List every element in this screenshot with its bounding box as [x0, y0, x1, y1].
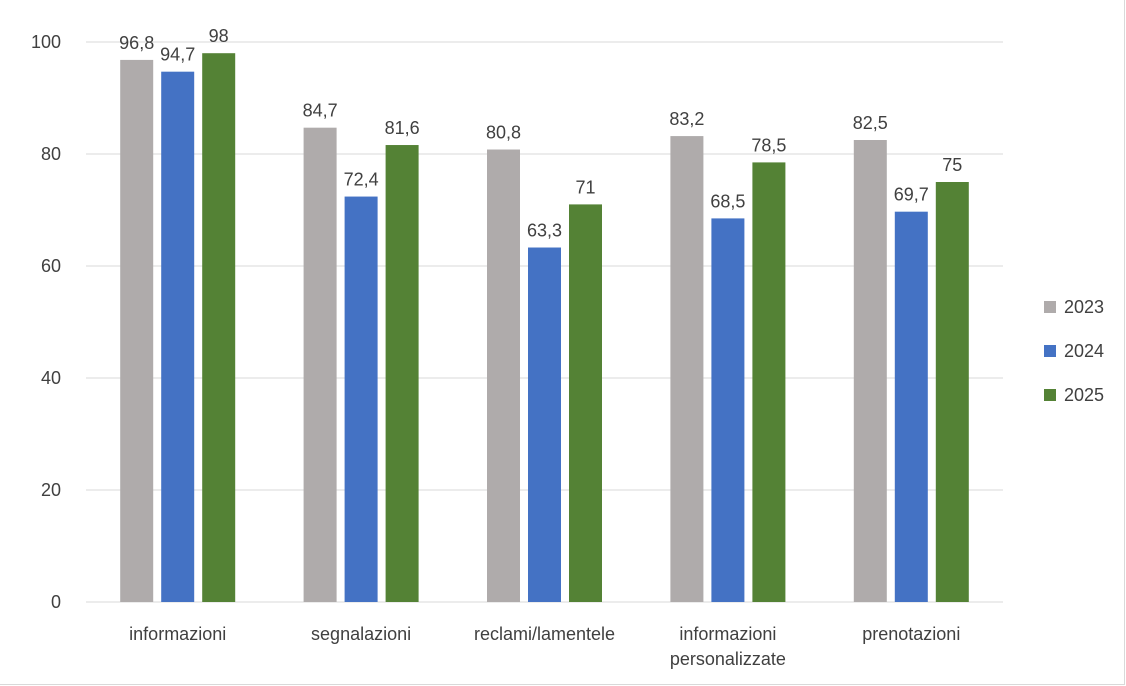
bar-2024-4: [894, 211, 928, 602]
bar-2025-4: [935, 182, 969, 602]
data-label-2025-1: 81,6: [385, 118, 420, 138]
x-category-label: personalizzate: [670, 649, 786, 669]
x-category-label: informazioni: [679, 624, 776, 644]
bar-2024-0: [161, 71, 195, 603]
bar-2023-4: [853, 140, 887, 602]
legend-swatch-2024: [1044, 345, 1056, 357]
data-label-2025-2: 71: [575, 177, 595, 197]
legend-swatch-2023: [1044, 301, 1056, 313]
data-label-2024-0: 94,7: [160, 45, 195, 65]
y-tick-label: 40: [41, 368, 61, 388]
data-label-2025-4: 75: [942, 155, 962, 175]
legend-label-2025: 2025: [1064, 385, 1104, 405]
bars: [120, 53, 969, 603]
x-category-label: prenotazioni: [862, 624, 960, 644]
axes: 0 20 40 60 80 100 informazioni segnalazioni recl…: [31, 32, 960, 669]
bar-2023-2: [487, 149, 520, 602]
y-tick-label: 60: [41, 256, 61, 276]
data-label-2025-0: 98: [209, 26, 229, 46]
bar-2025-0: [202, 53, 236, 602]
bar-2023-1: [303, 127, 337, 603]
legend-label-2024: 2024: [1064, 341, 1104, 361]
y-tick-label: 20: [41, 480, 61, 500]
bar-2023-3: [670, 136, 704, 602]
bar-2025-3: [752, 162, 786, 602]
data-label-2023-0: 96,8: [119, 33, 154, 53]
data-label-2025-3: 78,5: [751, 135, 786, 155]
bar-2023-0: [120, 59, 154, 603]
data-label-2023-4: 82,5: [853, 113, 888, 133]
data-label-2023-1: 84,7: [303, 101, 338, 121]
legend-swatch-2025: [1044, 389, 1056, 401]
data-label-2024-4: 69,7: [894, 185, 929, 205]
legend: 2023 2024 2025: [1044, 297, 1104, 405]
bar-2025-1: [385, 145, 419, 603]
bar-2024-1: [344, 196, 378, 602]
x-category-label: segnalazioni: [311, 624, 411, 644]
data-label-2023-2: 80,8: [486, 123, 521, 143]
y-tick-label: 100: [31, 32, 61, 52]
x-category-label: reclami/lamentele: [474, 624, 615, 644]
legend-label-2023: 2023: [1064, 297, 1104, 317]
x-category-label: informazioni: [129, 624, 226, 644]
bar-2025-2: [569, 204, 602, 602]
y-tick-label: 0: [51, 592, 61, 612]
y-tick-label: 80: [41, 144, 61, 164]
data-label-2023-3: 83,2: [669, 109, 704, 129]
data-label-2024-3: 68,5: [710, 191, 745, 211]
bar-2024-2: [528, 247, 561, 602]
data-labels: 96,8 94,7 98 84,7 72,4 81,6 80,8 63,3 71 83,2 68,5…: [119, 26, 962, 240]
bar-2024-3: [711, 218, 745, 602]
data-label-2024-2: 63,3: [527, 221, 562, 241]
data-label-2024-1: 72,4: [344, 170, 379, 190]
